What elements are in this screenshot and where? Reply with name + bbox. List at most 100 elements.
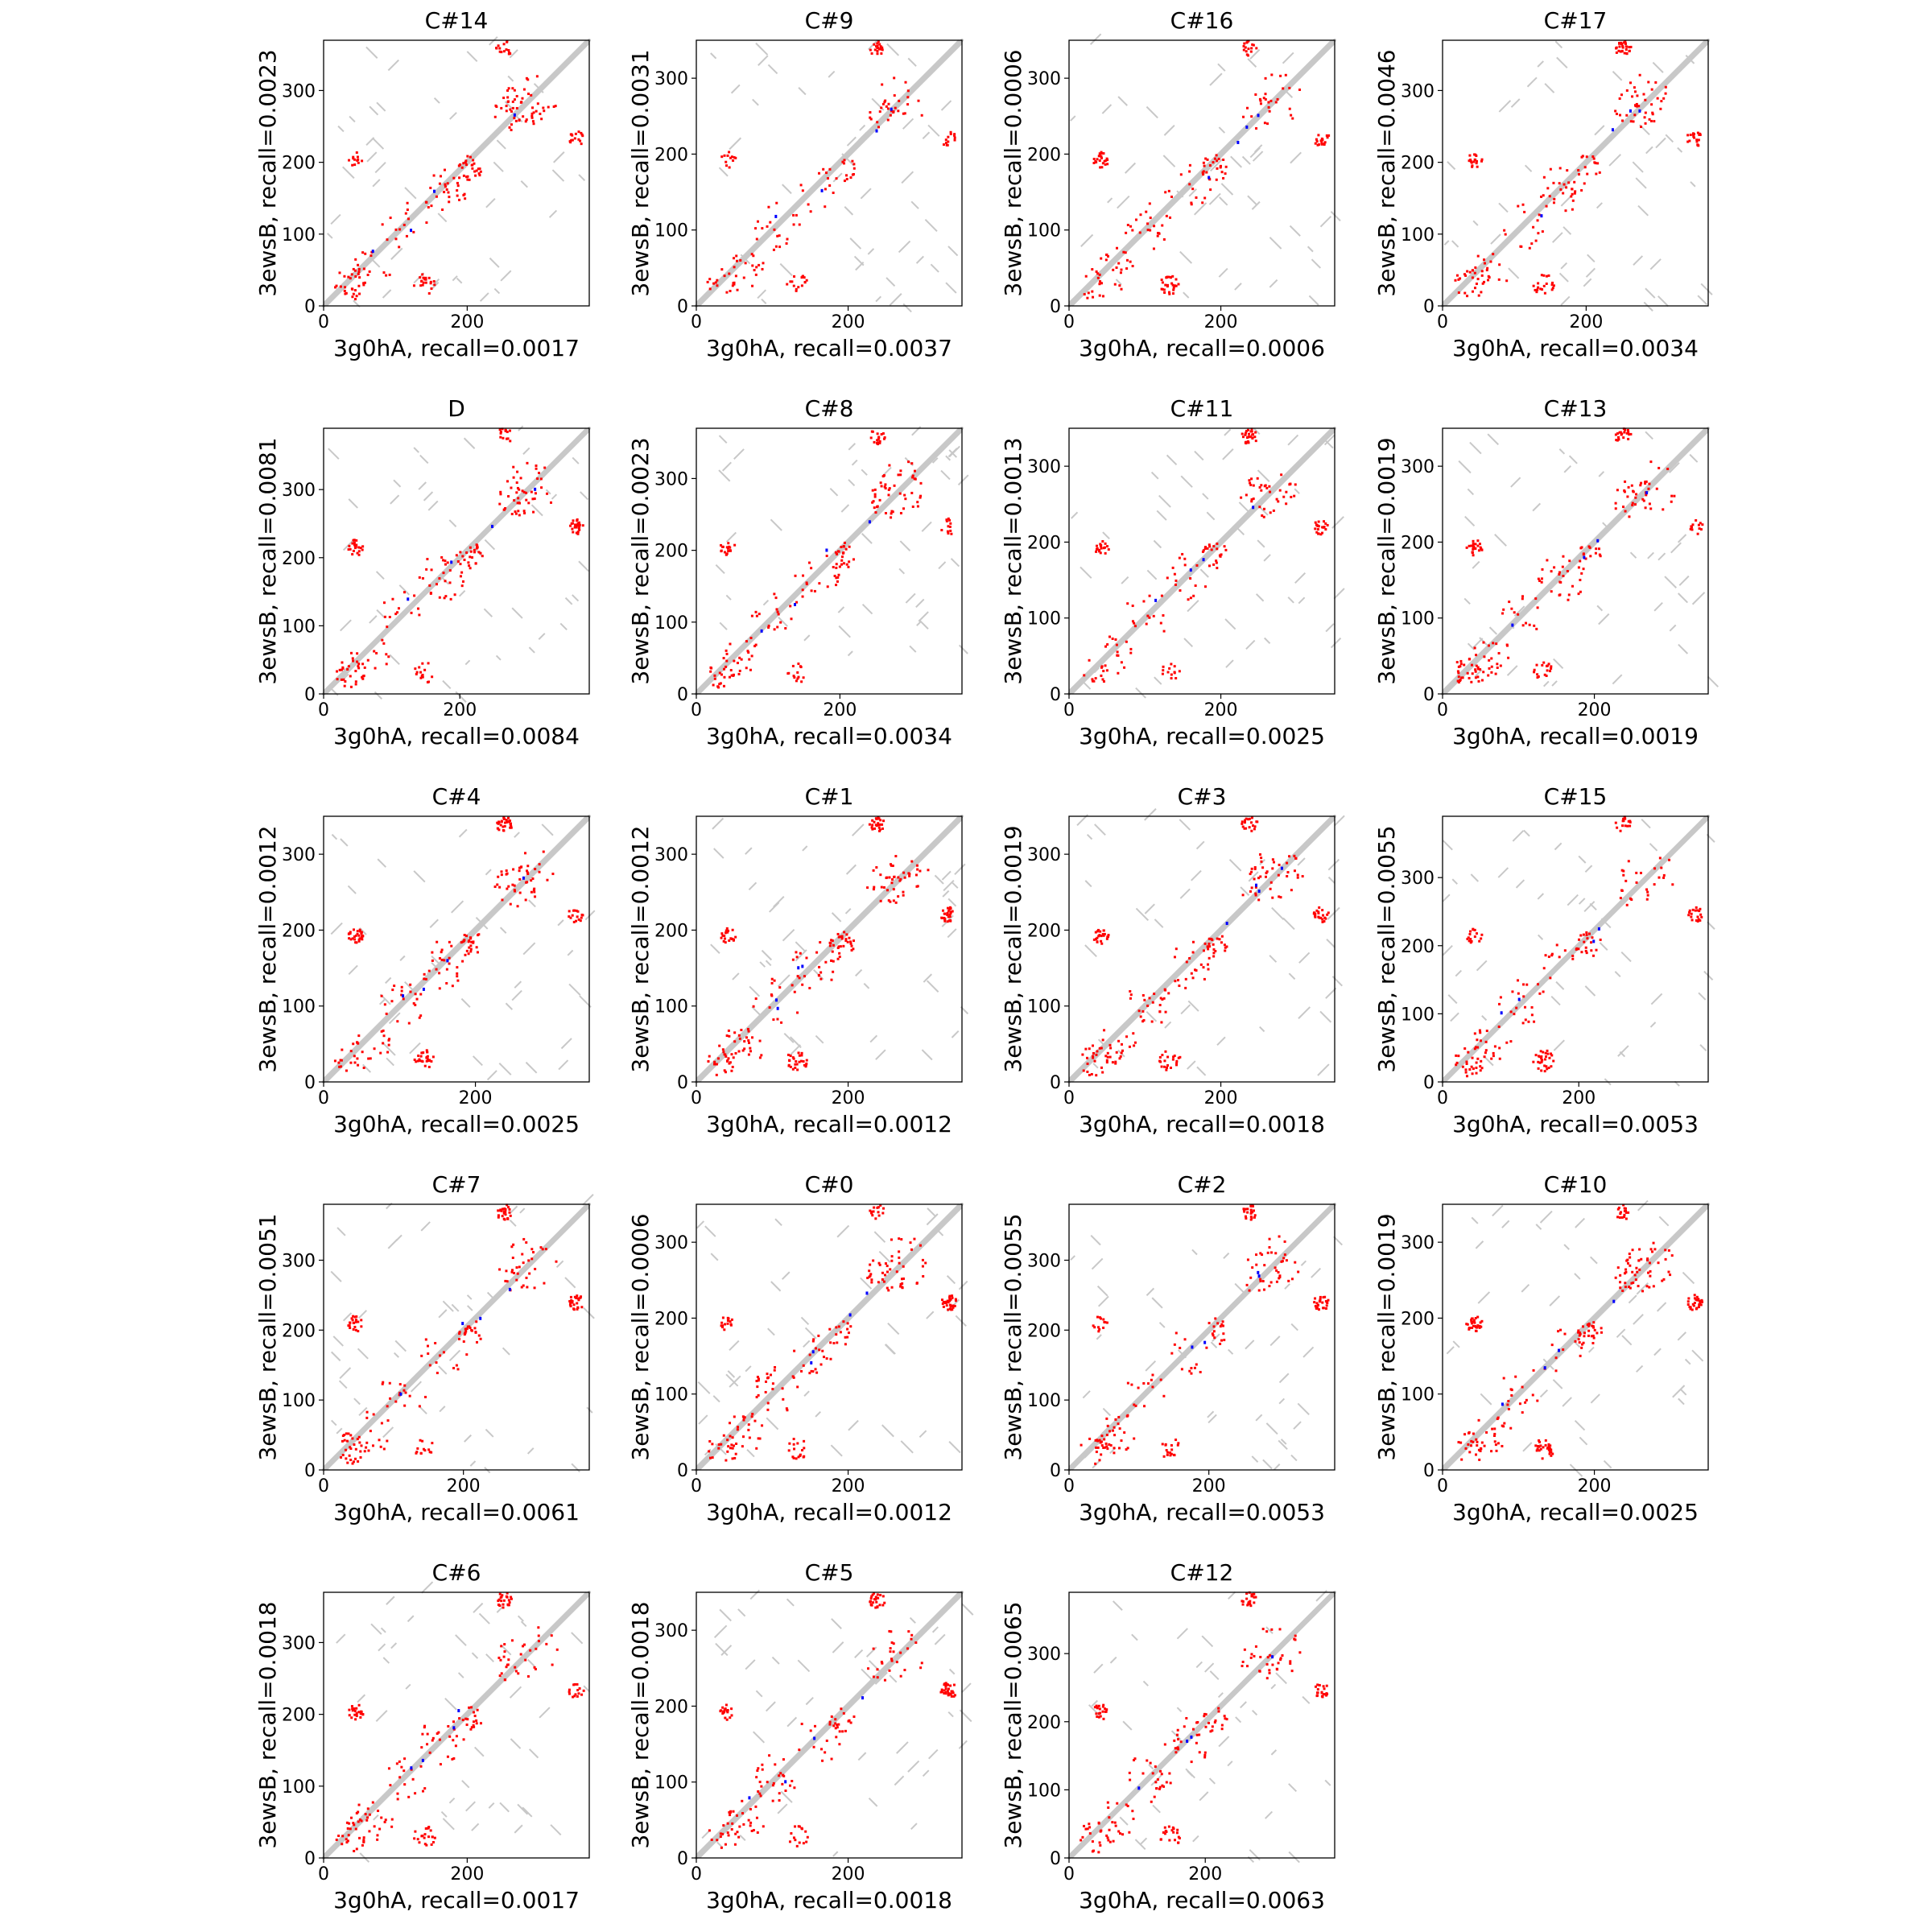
predicted-contact xyxy=(1599,555,1602,558)
predicted-contact xyxy=(574,1693,577,1696)
predicted-contact xyxy=(734,935,737,939)
predicted-contact xyxy=(1245,431,1248,435)
predicted-contact xyxy=(1692,1304,1695,1307)
predicted-contact xyxy=(733,1031,737,1034)
native-contact-strand xyxy=(559,622,568,631)
predicted-contact xyxy=(946,913,949,916)
predicted-contact xyxy=(887,493,890,497)
predicted-contact xyxy=(745,1036,748,1039)
predicted-contact xyxy=(1630,484,1633,487)
native-contact-strand xyxy=(1658,1216,1670,1227)
predicted-contact xyxy=(1117,1422,1120,1426)
predicted-contact xyxy=(543,466,547,469)
native-contact-strand xyxy=(1481,1015,1488,1022)
predicted-contact xyxy=(1585,952,1588,955)
predicted-contact xyxy=(1258,506,1261,509)
predicted-contact xyxy=(1632,1281,1635,1284)
predicted-contact xyxy=(530,1248,534,1251)
predicted-contact xyxy=(1133,625,1137,628)
predicted-contact xyxy=(899,1285,902,1288)
native-contact-strand xyxy=(1208,1414,1217,1424)
predicted-contact xyxy=(1619,897,1622,900)
predicted-contact xyxy=(398,1393,401,1397)
native-contact-strand xyxy=(774,1218,782,1226)
predicted-contact xyxy=(423,977,426,980)
predicted-contact xyxy=(1272,861,1275,864)
predicted-contact xyxy=(424,281,427,284)
native-contact-strand xyxy=(479,292,489,302)
predicted-contact xyxy=(354,275,357,278)
predicted-contact xyxy=(346,667,349,671)
y-tick-label: 200 xyxy=(282,1321,316,1341)
predicted-contact xyxy=(731,1447,734,1450)
predicted-contact xyxy=(474,1331,477,1334)
predicted-contact xyxy=(1323,920,1326,923)
native-contact-strand xyxy=(1568,455,1578,464)
predicted-contact xyxy=(749,1046,752,1050)
overlap-contact xyxy=(1543,1366,1546,1370)
predicted-contact xyxy=(417,1055,420,1058)
predicted-contact xyxy=(951,1294,954,1298)
predicted-contact xyxy=(521,489,524,493)
predicted-contact xyxy=(579,919,582,923)
predicted-contact xyxy=(1224,946,1227,949)
predicted-contact xyxy=(1241,825,1245,828)
native-contact-strand xyxy=(374,691,383,700)
overlap-contact xyxy=(1629,109,1632,113)
predicted-contact xyxy=(1216,547,1219,551)
predicted-contact xyxy=(953,138,956,142)
native-contact-strand xyxy=(1463,597,1471,605)
predicted-contact xyxy=(423,1836,426,1839)
native-contact-strand xyxy=(1179,819,1191,831)
predicted-contact xyxy=(793,1447,796,1451)
predicted-contact xyxy=(343,289,346,292)
predicted-contact xyxy=(779,621,782,624)
predicted-contact xyxy=(1101,678,1104,681)
predicted-contact xyxy=(1635,871,1638,874)
predicted-contact xyxy=(1550,570,1553,573)
predicted-contact xyxy=(345,1432,348,1435)
predicted-contact xyxy=(341,1048,344,1051)
native-contact-strand xyxy=(572,594,580,602)
predicted-contact xyxy=(1283,1253,1286,1257)
native-contact-strand xyxy=(390,1642,398,1649)
predicted-contact xyxy=(774,1366,777,1369)
predicted-contact xyxy=(1633,114,1637,117)
predicted-contact xyxy=(1278,1235,1281,1238)
predicted-contact xyxy=(799,952,802,955)
native-contact-strand xyxy=(1501,1220,1510,1228)
predicted-contact xyxy=(468,946,471,949)
predicted-contact xyxy=(541,1248,544,1251)
predicted-contact xyxy=(360,931,363,935)
predicted-contact xyxy=(1494,1443,1497,1447)
predicted-contact xyxy=(1505,279,1509,283)
predicted-contact xyxy=(1478,543,1481,546)
predicted-contact xyxy=(890,512,893,515)
native-contact-strand xyxy=(1290,1454,1298,1462)
predicted-contact xyxy=(947,517,950,520)
x-tick-label: 0 xyxy=(318,312,329,332)
predicted-contact xyxy=(382,601,386,605)
predicted-contact xyxy=(1625,114,1629,117)
overlap-contact xyxy=(1191,1345,1194,1349)
predicted-contact xyxy=(349,675,352,678)
predicted-contact xyxy=(427,662,430,665)
predicted-contact xyxy=(352,1822,355,1825)
native-contact-strand xyxy=(1331,976,1343,987)
predicted-contact xyxy=(1253,1214,1257,1217)
predicted-contact xyxy=(1172,287,1175,290)
predicted-contact xyxy=(1646,1257,1649,1261)
predicted-contact xyxy=(1472,928,1475,931)
native-contact-strand xyxy=(855,968,863,977)
predicted-contact xyxy=(1168,667,1171,670)
predicted-contact xyxy=(1587,932,1591,935)
predicted-contact xyxy=(1112,268,1115,271)
predicted-contact xyxy=(534,1667,537,1670)
y-axis-label: 3ewsB, recall=0.0051 xyxy=(254,1213,281,1460)
predicted-contact xyxy=(428,1451,431,1454)
predicted-contact xyxy=(803,1063,806,1067)
predicted-contact xyxy=(351,657,354,660)
native-contact-strand xyxy=(349,115,356,123)
predicted-contact xyxy=(1319,1295,1322,1298)
predicted-contact xyxy=(921,1265,924,1268)
